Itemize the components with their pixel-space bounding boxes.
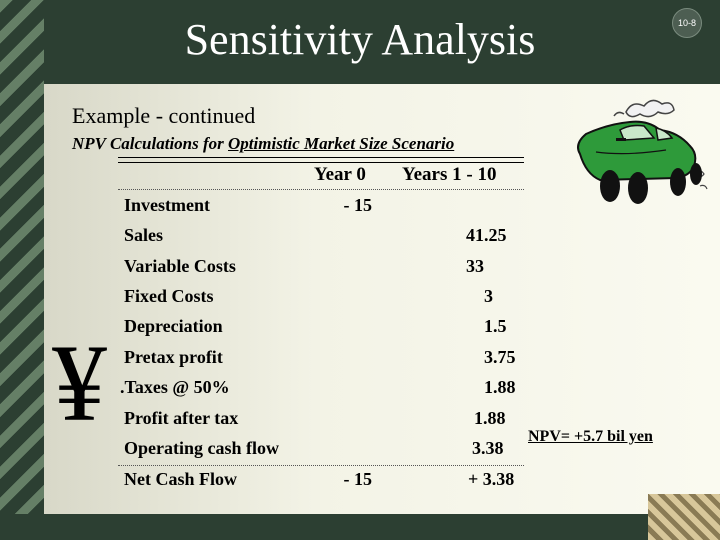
row-label-variable-costs: Variable Costs	[124, 256, 236, 276]
corner-decoration	[648, 494, 720, 540]
car-illustration-icon	[577, 99, 708, 204]
caption-scenario: Optimistic Market Size Scenario	[228, 134, 455, 153]
yen-symbol: ¥	[52, 322, 107, 444]
slide-subtitle: Example - continued	[72, 103, 256, 128]
total-dotted-rule	[118, 465, 524, 466]
row-value-years: 1.5	[484, 316, 507, 336]
slide-title: Sensitivity Analysis	[184, 15, 536, 64]
row-value-years: 33	[466, 256, 484, 276]
row-value-year0: - 15	[343, 195, 373, 215]
row-label-fixed-costs: Fixed Costs	[124, 286, 214, 306]
table-top-rule	[118, 157, 524, 163]
header-dotted-rule	[118, 189, 524, 190]
row-value-years: 1.88	[474, 408, 506, 428]
row-value-years: 1.88	[484, 377, 516, 397]
caption-prefix: NPV Calculations for	[72, 134, 229, 153]
header-years: Years 1 - 10	[402, 164, 497, 185]
npv-result-note: NPV= +5.7 bil yen	[528, 428, 653, 445]
row-value-year0: - 15	[343, 469, 373, 489]
row-label-depreciation: Depreciation	[124, 316, 223, 336]
bottom-strip	[0, 514, 720, 540]
row-value-years: + 3.38	[468, 469, 515, 489]
table-caption: NPV Calculations for Optimistic Market S…	[72, 134, 454, 154]
header-year0: Year 0	[314, 164, 366, 185]
row-value-years: 3	[484, 286, 493, 306]
row-label-pretax-profit: Pretax profit	[124, 347, 223, 367]
row-value-years: 3.38	[472, 438, 504, 458]
row-value-years: 41.25	[466, 225, 507, 245]
row-label-operating-cash-flow: Operating cash flow	[124, 438, 279, 458]
page-number-badge: 10-8	[672, 8, 702, 38]
row-value-years: 3.75	[484, 347, 516, 367]
row-label-net-cash-flow: Net Cash Flow	[124, 469, 237, 489]
row-label-taxes: .Taxes @ 50%	[120, 377, 230, 397]
left-decorative-band	[0, 0, 44, 540]
row-label-sales: Sales	[124, 225, 164, 245]
row-label-profit-after-tax: Profit after tax	[124, 408, 239, 428]
row-label-investment: Investment	[124, 195, 210, 215]
